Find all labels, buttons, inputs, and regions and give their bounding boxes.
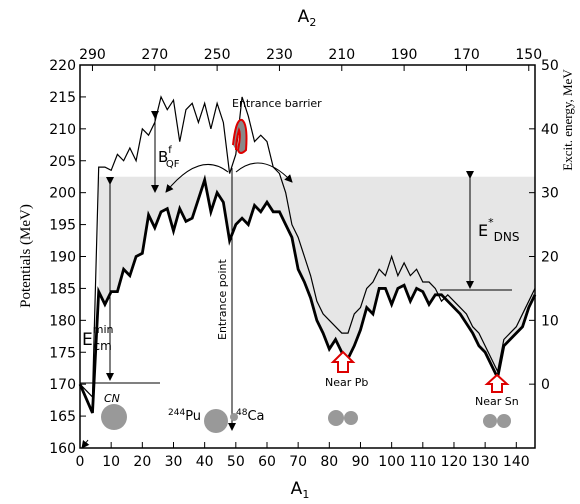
annotation: Near Sn bbox=[475, 395, 519, 408]
nucleus bbox=[328, 410, 344, 426]
x-tick-label: 70 bbox=[289, 454, 307, 470]
shaded-region bbox=[98, 176, 535, 378]
y2-tick-label: 0 bbox=[541, 377, 550, 393]
nucleus bbox=[483, 414, 497, 428]
x-tick-label: 140 bbox=[503, 454, 530, 470]
x2-axis-label: 2 bbox=[309, 16, 316, 29]
annotation: Ca bbox=[247, 409, 264, 424]
y2-tick-label: 10 bbox=[541, 313, 559, 329]
nucleus bbox=[344, 411, 358, 425]
annotation: B bbox=[158, 148, 168, 166]
x2-tick-label: 210 bbox=[328, 47, 355, 63]
x2-tick-label: 290 bbox=[79, 47, 106, 63]
y-tick-label: 220 bbox=[49, 58, 76, 74]
annotation: CN bbox=[104, 392, 120, 405]
x-tick-label: 80 bbox=[320, 454, 338, 470]
x-tick-label: 30 bbox=[165, 454, 183, 470]
x-tick-label: 20 bbox=[133, 454, 151, 470]
x2-tick-label: 190 bbox=[391, 47, 418, 63]
x-tick-label: 90 bbox=[352, 454, 370, 470]
annotation: E*DNS bbox=[478, 216, 519, 244]
arrow bbox=[235, 162, 293, 183]
y2-tick-label: 20 bbox=[541, 250, 559, 266]
annotation: 244 bbox=[168, 408, 185, 418]
annotation: E bbox=[82, 330, 93, 350]
x2-axis-label: A2 bbox=[298, 7, 317, 29]
x2-tick-label: 230 bbox=[266, 47, 293, 63]
y2-axis-label: Excit. energy, MeV bbox=[560, 69, 575, 171]
y-tick-label: 160 bbox=[49, 441, 76, 457]
x-tick-label: 60 bbox=[258, 454, 276, 470]
annotation: 48Ca bbox=[236, 408, 265, 424]
annotation: f bbox=[168, 145, 172, 156]
arrow-icon bbox=[330, 350, 356, 373]
arrow bbox=[165, 164, 229, 193]
y-tick-label: 190 bbox=[49, 250, 76, 266]
y-tick-label: 185 bbox=[49, 281, 76, 297]
x-tick-label: 40 bbox=[196, 454, 214, 470]
arrow-icon bbox=[484, 373, 510, 393]
annotation: Pu bbox=[185, 409, 201, 424]
y2-tick-label: 40 bbox=[541, 122, 559, 138]
annotation: 48 bbox=[236, 408, 248, 418]
annotation: Emin cm bbox=[82, 323, 114, 353]
x-axis-label: 1 bbox=[302, 488, 309, 501]
x2-tick-label: 270 bbox=[141, 47, 168, 63]
annotation: E bbox=[478, 221, 488, 240]
annotation: 244Pu bbox=[168, 408, 201, 424]
annotation: DNS bbox=[494, 230, 520, 244]
y-axis-label: Potentials (MeV) bbox=[18, 204, 34, 308]
annotations: Entrance barrier Bf QF E*DNS Emin cm Entra… bbox=[80, 97, 519, 449]
x-tick-label: 110 bbox=[409, 454, 436, 470]
y-tick-label: 175 bbox=[49, 345, 76, 361]
annotation: QF bbox=[166, 159, 180, 170]
x-tick-label: 10 bbox=[102, 454, 120, 470]
y-tick-label: 180 bbox=[49, 313, 76, 329]
arrow bbox=[81, 439, 90, 449]
x-axis-label: A bbox=[291, 479, 303, 499]
y2-tick-label: 30 bbox=[541, 186, 559, 202]
x2-tick-label: 170 bbox=[453, 47, 480, 63]
line bbox=[79, 95, 536, 399]
x2-axis-label: A bbox=[298, 7, 310, 27]
nucleus bbox=[101, 404, 127, 430]
annotation: * bbox=[488, 216, 494, 229]
nucleus bbox=[204, 409, 228, 433]
y-tick-label: 170 bbox=[49, 377, 76, 393]
y-tick-label: 195 bbox=[49, 218, 76, 234]
annotation: Entrance barrier bbox=[232, 97, 322, 110]
x-tick-label: 130 bbox=[472, 454, 499, 470]
y-tick-label: 205 bbox=[49, 154, 76, 170]
line bbox=[78, 174, 537, 414]
nucleus bbox=[497, 414, 511, 428]
x-tick-label: 0 bbox=[76, 454, 85, 470]
annotation: Entrance point bbox=[216, 258, 229, 340]
annotation: cm bbox=[94, 339, 112, 353]
barrier-icon bbox=[232, 118, 248, 154]
y2-tick-label: 50 bbox=[541, 58, 559, 74]
x2-tick-label: 250 bbox=[204, 47, 231, 63]
annotation: min bbox=[93, 323, 114, 336]
x-tick-label: 100 bbox=[378, 454, 405, 470]
y-tick-label: 210 bbox=[49, 122, 76, 138]
x-tick-label: 120 bbox=[441, 454, 468, 470]
y-tick-label: 200 bbox=[49, 186, 76, 202]
annotation: Near Pb bbox=[325, 376, 368, 389]
y-tick-label: 215 bbox=[49, 90, 76, 106]
x-tick-label: 50 bbox=[227, 454, 245, 470]
nucleus bbox=[230, 413, 238, 421]
annotation: Bf QF bbox=[158, 145, 180, 170]
x2-tick-label: 150 bbox=[515, 47, 542, 63]
x-axis-label: A1 bbox=[291, 479, 310, 501]
y-tick-label: 165 bbox=[49, 409, 76, 425]
